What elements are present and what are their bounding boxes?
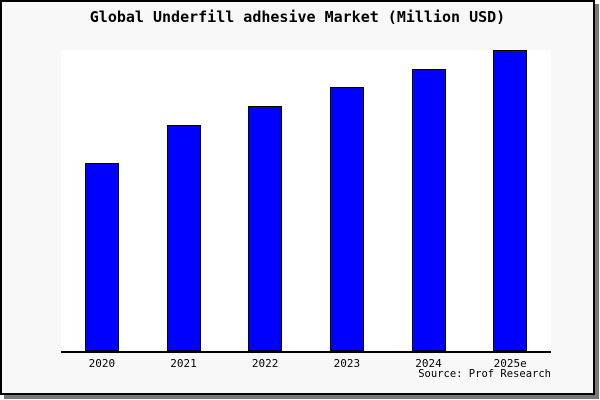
bar-2021 bbox=[166, 125, 201, 351]
x-tick-label-2022: 2022 bbox=[251, 357, 279, 370]
x-tick-label-2023: 2023 bbox=[333, 357, 361, 370]
plot-area bbox=[61, 50, 551, 353]
bar-2025e bbox=[493, 50, 528, 351]
bar-column bbox=[388, 50, 470, 351]
bar-column bbox=[469, 50, 551, 351]
chart-title: Global Underfill adhesive Market (Millio… bbox=[89, 8, 506, 26]
x-tick-label-2020: 2020 bbox=[88, 357, 116, 370]
bar-column bbox=[61, 50, 143, 351]
bar-2023 bbox=[329, 87, 364, 351]
bar-column bbox=[306, 50, 388, 351]
bar-2024 bbox=[411, 69, 446, 351]
x-axis-tick-labels: 2020 2021 2022 2023 2024 2025e bbox=[61, 357, 551, 370]
chart-figure: Global Underfill adhesive Market (Millio… bbox=[0, 0, 595, 395]
bar-2020 bbox=[84, 163, 119, 351]
bar-column bbox=[224, 50, 306, 351]
source-attribution: Source: Prof Research bbox=[418, 368, 551, 380]
bar-series bbox=[61, 50, 551, 351]
bar-2022 bbox=[248, 106, 283, 351]
x-tick-label-2025e: 2025e bbox=[493, 357, 527, 370]
x-tick-label-2024: 2024 bbox=[415, 357, 442, 370]
bar-column bbox=[143, 50, 225, 351]
x-tick-label-2021: 2021 bbox=[170, 357, 197, 370]
